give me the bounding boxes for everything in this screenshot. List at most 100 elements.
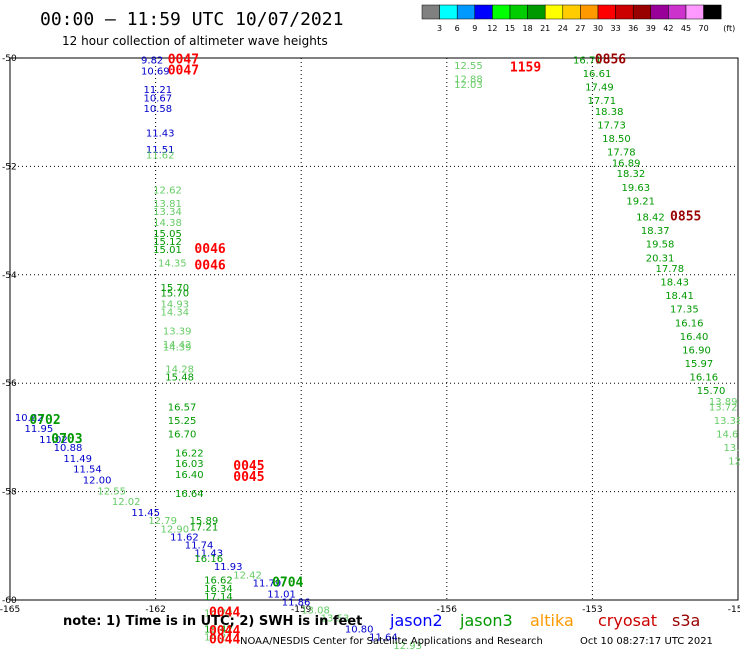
- wave-height-value: 14.6: [716, 429, 738, 440]
- x-tick-label: -165: [0, 605, 20, 615]
- x-tick-label: -159: [291, 605, 312, 615]
- wave-height-value: 15.12: [153, 237, 182, 248]
- satellite-legend-jason3: jason3: [459, 611, 513, 630]
- wave-height-value: 18.50: [602, 134, 631, 145]
- colorbar-swatch: [492, 4, 511, 20]
- chart-subtitle: 12 hour collection of altimeter wave hei…: [62, 34, 328, 48]
- wave-height-value: 16.61: [583, 69, 612, 80]
- wave-height-value: 18.37: [641, 226, 670, 237]
- colorbar-swatch: [474, 4, 493, 20]
- pass-time-label: 1159: [510, 61, 541, 76]
- wave-height-value: 18.43: [660, 278, 689, 289]
- pass-time-label: 0856: [595, 52, 626, 67]
- wave-height-value: 16.16: [689, 372, 718, 383]
- observations: 9.8210.6911.2110.6710.5811.4311.5111.621…: [15, 55, 740, 650]
- wave-height-value: 10.82: [15, 413, 44, 424]
- wave-height-value: 11.95: [25, 424, 54, 435]
- wave-height-value: 11.02: [39, 435, 68, 446]
- wave-height-value: 11.21: [143, 85, 172, 96]
- satellite-legend: jason2 jason3 altika cryosat s3a: [389, 611, 700, 630]
- colorbar-legend: 3 6 9 12 15 18 21 24 27 30 33 36 39 42 45 70 (ft): [421, 4, 735, 33]
- wave-height-value: 19.63: [622, 183, 651, 194]
- wave-height-value: 14.28: [165, 364, 194, 375]
- wave-height-value: 15.42: [204, 625, 233, 636]
- satellite-legend-s3a: s3a: [672, 611, 700, 630]
- colorbar-swatch: [685, 4, 704, 20]
- wave-height-value: 11.79: [253, 578, 282, 589]
- colorbar-swatch: [580, 4, 599, 20]
- wave-height-value: 12.03: [454, 80, 483, 91]
- wave-height-value: 11.86: [282, 597, 311, 608]
- wave-height-value: 17.78: [607, 148, 636, 159]
- pass-time-label: 0855: [670, 210, 701, 225]
- wave-height-value: 13.34: [153, 207, 182, 218]
- wave-height-value: 10.58: [143, 104, 172, 115]
- wave-height-value: 16.90: [682, 345, 711, 356]
- wave-height-value: 17.14: [204, 592, 233, 603]
- wave-height-value: 16.16: [194, 554, 223, 565]
- wave-height-value: 12.55: [454, 61, 483, 72]
- colorbar-label: 39: [646, 24, 656, 33]
- chart-title: 00:00 – 11:59 UTC 10/07/2021: [40, 9, 343, 30]
- pass-time-label: 0046: [194, 258, 225, 273]
- wave-height-value: 13.53: [321, 614, 350, 625]
- colorbar-swatch: [509, 4, 528, 20]
- wave-height-value: 17.78: [655, 264, 684, 275]
- wave-height-value: 12.42: [233, 570, 262, 581]
- wave-height-value: 13.08: [301, 606, 330, 617]
- colorbar-swatch: [615, 4, 634, 20]
- wave-height-value: 18.32: [617, 169, 646, 180]
- colorbar-label: 21: [540, 24, 550, 33]
- colorbar-swatch: [650, 4, 669, 20]
- wave-height-value: 15.48: [165, 372, 194, 383]
- wave-height-value: 14.93: [160, 299, 189, 310]
- wave-height-value: 12.93: [393, 641, 422, 650]
- colorbar-label: 18: [523, 24, 533, 33]
- wave-height-value: 17.35: [670, 305, 699, 316]
- colorbar-swatch: [456, 4, 476, 20]
- colorbar-label: 33: [611, 24, 621, 33]
- timestamp-text: Oct 10 08:27:17 UTC 2021: [580, 636, 713, 647]
- wave-height-value: 12.90: [160, 524, 189, 535]
- colorbar-swatch: [668, 4, 687, 20]
- wave-height-value: 14.35: [158, 259, 187, 270]
- wave-height-value: 12.88: [454, 74, 483, 85]
- pass-time-label: 0044: [209, 632, 240, 647]
- y-tick-label: -60: [2, 596, 17, 606]
- time-labels: 0047004700460046004500450044004400440702…: [29, 52, 701, 647]
- wave-height-value: 10.80: [345, 625, 374, 636]
- x-tick-label: -162: [145, 605, 165, 615]
- colorbar-swatch: [632, 4, 652, 20]
- y-tick-label: -56: [2, 379, 17, 389]
- wave-height-value: 11.43: [194, 549, 223, 560]
- wave-height-value: 16.89: [612, 158, 641, 169]
- wave-height-value: 15.01: [153, 245, 182, 256]
- wave-height-value: 11.49: [63, 454, 92, 465]
- wave-height-value: 16.57: [168, 402, 197, 413]
- x-tick-label: -156: [437, 605, 458, 615]
- wave-height-value: 10.69: [141, 66, 170, 77]
- wave-height-value: 15.70: [160, 288, 189, 299]
- colorbar-label: 24: [558, 24, 568, 33]
- satellite-legend-cryosat: cryosat: [598, 611, 657, 630]
- pass-time-label: 0702: [29, 413, 60, 428]
- wave-height-value: 14.34: [160, 307, 189, 318]
- wave-height-value: 13.: [723, 443, 739, 454]
- wave-height-value: 18.41: [665, 291, 694, 302]
- wave-height-value: 12.62: [153, 186, 182, 197]
- wave-height-value: 19.21: [626, 196, 655, 207]
- wave-height-value: 18.42: [636, 213, 665, 224]
- pass-time-label: 0045: [233, 470, 264, 485]
- colorbar-unit: (ft): [723, 24, 735, 33]
- pass-time-label: 0045: [233, 459, 264, 474]
- colorbar-label: 42: [663, 24, 673, 33]
- wave-height-value: 11.43: [146, 129, 175, 140]
- y-tick-label: -54: [2, 271, 17, 281]
- wave-height-value: 11.93: [214, 562, 243, 573]
- wave-height-value: 13.38: [714, 416, 740, 427]
- wave-height-value: 13.89: [709, 397, 738, 408]
- wave-height-value: 14.38: [153, 218, 182, 229]
- wave-height-value: 12.55: [97, 486, 126, 497]
- wave-height-value: 17.71: [588, 96, 617, 107]
- wave-height-value: 16.40: [680, 332, 709, 343]
